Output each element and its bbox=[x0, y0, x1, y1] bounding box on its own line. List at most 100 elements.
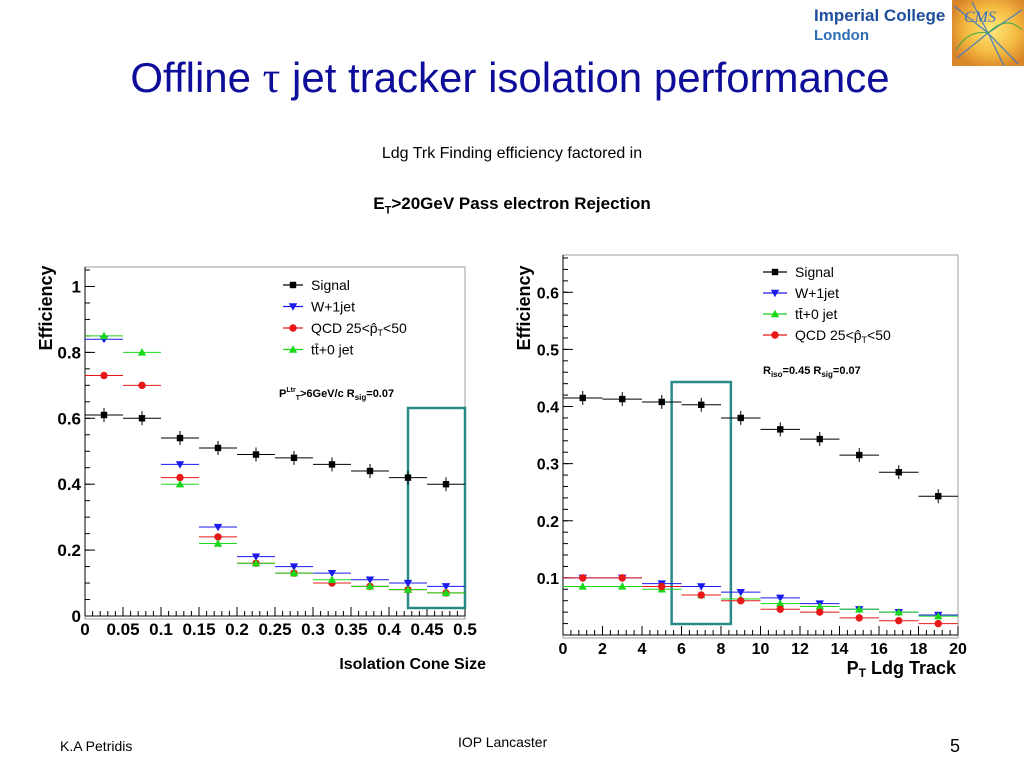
logo-line-1: Imperial College bbox=[814, 6, 946, 25]
data-point bbox=[327, 569, 337, 578]
subtitle-line-1: Ldg Trk Finding efficiency factored in bbox=[381, 145, 643, 162]
y-tick-label: 0.6 bbox=[537, 285, 559, 302]
data-point bbox=[176, 473, 184, 482]
series-signal bbox=[85, 407, 465, 492]
data-point bbox=[366, 467, 374, 475]
y-axis-label: Efficiency bbox=[36, 265, 56, 350]
data-point bbox=[698, 401, 705, 409]
x-tick-label: 0.4 bbox=[377, 620, 401, 639]
legend-label: Signal bbox=[311, 277, 350, 293]
x-tick-label: 2 bbox=[598, 641, 607, 658]
y-tick-label: 1 bbox=[72, 277, 81, 296]
data-point bbox=[365, 582, 375, 590]
x-tick-label: 0.1 bbox=[149, 620, 173, 639]
data-point bbox=[737, 414, 744, 422]
legend-label: Signal bbox=[795, 264, 834, 280]
x-tick-label: 0.2 bbox=[225, 620, 249, 639]
x-tick-label: 6 bbox=[677, 641, 686, 658]
data-point bbox=[697, 583, 706, 591]
data-point bbox=[777, 426, 784, 433]
data-point bbox=[441, 588, 451, 597]
y-tick-label: 0.4 bbox=[537, 400, 559, 417]
footer-page-number: 5 bbox=[950, 736, 961, 756]
data-point bbox=[137, 348, 147, 356]
data-point bbox=[100, 371, 108, 380]
data-point bbox=[816, 435, 823, 443]
data-point bbox=[658, 398, 665, 406]
x-tick-label: 0.45 bbox=[410, 620, 443, 639]
data-point bbox=[776, 594, 785, 603]
y-tick-label: 0.1 bbox=[537, 571, 559, 588]
data-point bbox=[251, 559, 261, 567]
data-point bbox=[251, 553, 261, 561]
data-point bbox=[441, 583, 451, 591]
legend-marker bbox=[289, 324, 297, 332]
data-point bbox=[578, 582, 587, 590]
data-point bbox=[658, 582, 666, 591]
data-point bbox=[619, 395, 626, 403]
x-tick-label: 0.25 bbox=[258, 620, 291, 639]
data-point bbox=[176, 434, 184, 442]
data-point bbox=[290, 454, 298, 462]
data-point bbox=[138, 381, 146, 390]
data-point bbox=[175, 461, 185, 469]
x-tick-label: 0.3 bbox=[301, 620, 325, 639]
x-tick-label: 16 bbox=[870, 641, 888, 658]
subtitle-line-2: ET>20GeV Pass electron Rejection bbox=[373, 194, 651, 217]
data-point bbox=[895, 469, 902, 476]
data-point bbox=[365, 576, 375, 584]
data-point bbox=[289, 568, 299, 577]
imperial-college-logo: Imperial College London bbox=[810, 0, 1024, 66]
data-point bbox=[328, 461, 336, 468]
legend-marker bbox=[771, 268, 779, 276]
x-tick-label: 8 bbox=[717, 641, 726, 658]
data-point bbox=[618, 582, 627, 590]
cms-logo-icon: CMS bbox=[952, 0, 1024, 66]
data-point bbox=[138, 415, 146, 422]
y-tick-label: 0.2 bbox=[537, 514, 559, 531]
data-point bbox=[856, 451, 863, 459]
data-point bbox=[579, 394, 586, 402]
y-tick-label: 0.4 bbox=[57, 475, 81, 494]
footer-venue: IOP Lancaster bbox=[458, 734, 548, 750]
legend-label: W+1jet bbox=[795, 285, 839, 301]
data-point bbox=[175, 479, 185, 488]
highlight-box bbox=[670, 380, 733, 626]
series-w-1jet bbox=[85, 336, 465, 591]
y-tick-label: 0.6 bbox=[57, 409, 81, 428]
x-axis-label: PT Ldg Track bbox=[847, 658, 957, 680]
x-tick-label: 0 bbox=[80, 620, 89, 639]
data-point bbox=[579, 574, 587, 582]
data-point bbox=[855, 605, 864, 613]
data-point bbox=[213, 523, 223, 532]
data-point bbox=[894, 607, 903, 616]
data-point bbox=[934, 611, 943, 620]
x-tick-label: 0 bbox=[559, 641, 568, 658]
data-point bbox=[855, 614, 863, 622]
x-tick-label: 0.35 bbox=[334, 620, 367, 639]
data-point bbox=[214, 533, 222, 541]
legend-marker bbox=[770, 309, 780, 318]
plot-annotation: PLtrT>6GeV/c Rsig=0.07 bbox=[279, 387, 394, 402]
legend-marker bbox=[771, 331, 779, 339]
cms-logo-text: CMS bbox=[964, 9, 996, 26]
data-point bbox=[100, 411, 108, 419]
y-tick-label: 0.3 bbox=[537, 457, 559, 474]
data-point bbox=[213, 539, 223, 547]
data-point bbox=[99, 331, 109, 340]
y-tick-label: 0 bbox=[72, 607, 81, 626]
data-point bbox=[776, 599, 785, 607]
highlight-box bbox=[406, 406, 467, 610]
tau-symbol: τ bbox=[262, 53, 281, 102]
data-point bbox=[289, 563, 299, 571]
legend-marker bbox=[289, 281, 297, 289]
x-tick-label: 0.5 bbox=[453, 620, 477, 639]
data-point bbox=[776, 605, 784, 613]
data-point bbox=[816, 608, 824, 616]
y-axis-label: Efficiency bbox=[514, 265, 534, 350]
x-tick-label: 20 bbox=[949, 641, 967, 658]
legend-label: QCD 25<p̂T<50 bbox=[795, 327, 891, 345]
data-point bbox=[935, 492, 942, 500]
